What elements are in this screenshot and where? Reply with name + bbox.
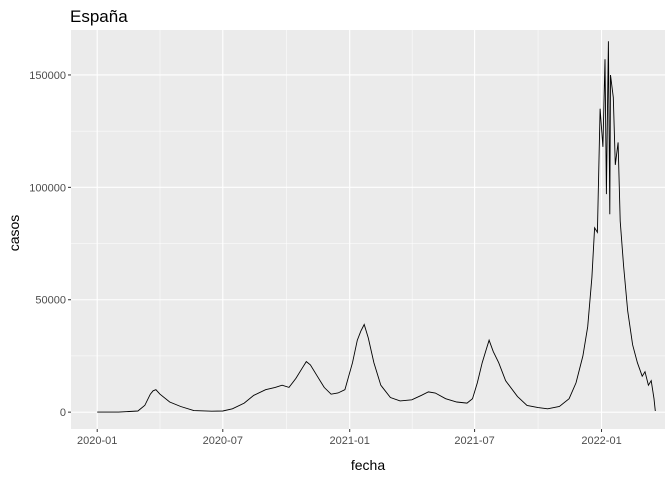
- x-tick-label: 2021-07: [454, 435, 494, 447]
- y-tick-label: 50000: [35, 295, 66, 307]
- chart-title: España: [70, 7, 128, 26]
- plot-panel: [71, 30, 665, 429]
- x-tick-label: 2020-07: [203, 435, 243, 447]
- y-tick-label: 100000: [29, 182, 66, 194]
- y-tick-label: 150000: [29, 70, 66, 82]
- y-axis: 0 50000 100000 150000: [29, 70, 71, 419]
- x-axis-label: fecha: [351, 457, 385, 473]
- x-tick-label: 2022-01: [581, 435, 621, 447]
- grid-minor: [71, 30, 665, 429]
- x-axis: 2020-01 2020-07 2021-01 2021-07 2022-01: [77, 429, 622, 447]
- y-axis-label: casos: [6, 215, 22, 252]
- x-tick-label: 2020-01: [77, 435, 117, 447]
- y-tick-label: 0: [60, 407, 66, 419]
- series-line-casos: [97, 41, 656, 413]
- grid-major: [71, 30, 665, 429]
- x-tick-label: 2021-01: [330, 435, 370, 447]
